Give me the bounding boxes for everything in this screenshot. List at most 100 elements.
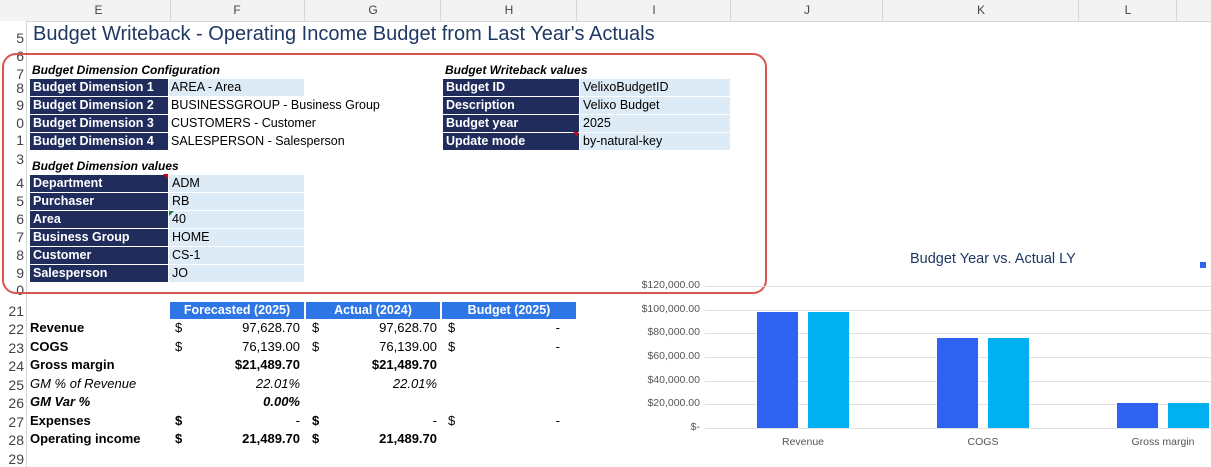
table-currency[interactable]: $ (175, 320, 183, 335)
dim-config-heading[interactable]: Budget Dimension Configuration (32, 63, 220, 77)
row-header[interactable]: 27 (8, 414, 24, 430)
dim-config-label[interactable]: Budget Dimension 3 (30, 115, 168, 132)
chart-bar[interactable] (937, 337, 978, 428)
row-header[interactable]: 6 (16, 48, 24, 64)
dim-value-label[interactable]: Business Group (30, 229, 168, 246)
dim-value-input[interactable]: HOME (169, 229, 304, 246)
dim-config-value[interactable]: BUSINESSGROUP - Business Group (171, 98, 380, 112)
table-currency[interactable]: $ (448, 320, 456, 335)
row-header[interactable]: 26 (8, 395, 24, 411)
chart-bar[interactable] (1117, 402, 1158, 428)
row-header[interactable]: 9 (16, 265, 24, 281)
dim-value-input[interactable]: RB (169, 193, 304, 210)
row-header[interactable]: 25 (8, 377, 24, 393)
writeback-value[interactable]: 2025 (580, 115, 730, 132)
row-header[interactable]: 9 (16, 97, 24, 113)
writeback-heading[interactable]: Budget Writeback values (445, 63, 588, 77)
sheet-title[interactable]: Budget Writeback - Operating Income Budg… (33, 23, 655, 45)
column-header-I[interactable]: I (578, 0, 731, 21)
table-currency[interactable]: $ (175, 431, 183, 446)
dim-config-label[interactable]: Budget Dimension 4 (30, 133, 168, 150)
dim-config-value[interactable]: AREA - Area (169, 79, 304, 96)
table-row-label[interactable]: COGS (30, 339, 69, 354)
dim-value-label[interactable]: Purchaser (30, 193, 168, 210)
table-cell[interactable]: 76,139.00 (242, 339, 300, 354)
dim-value-input[interactable]: 40 (169, 211, 304, 228)
table-cell[interactable]: $21,489.70 (371, 357, 437, 372)
row-header[interactable]: 0 (16, 282, 24, 298)
chart-bar[interactable] (808, 312, 849, 428)
table-cell[interactable]: - (555, 413, 560, 428)
row-header[interactable]: 5 (16, 193, 24, 209)
dim-config-value[interactable]: CUSTOMERS - Customer (171, 116, 316, 130)
table-currency[interactable]: $ (175, 339, 183, 354)
table-cell[interactable]: 97,628.70 (242, 320, 300, 335)
column-header-K[interactable]: K (884, 0, 1079, 21)
dim-value-input[interactable]: ADM (169, 175, 304, 192)
column-header-L[interactable]: L (1080, 0, 1177, 21)
row-header[interactable]: 0 (16, 115, 24, 131)
row-header[interactable]: 28 (8, 432, 24, 448)
row-header[interactable]: 21 (8, 303, 24, 319)
chart-title[interactable]: Budget Year vs. Actual LY (910, 251, 1076, 267)
dim-value-label[interactable]: Department (30, 175, 168, 192)
writeback-value[interactable]: Velixo Budget (580, 97, 730, 114)
table-currency[interactable]: $ (312, 339, 320, 354)
column-header-E[interactable]: E (27, 0, 171, 21)
table-row-label[interactable]: Expenses (30, 413, 91, 428)
writeback-label[interactable]: Description (443, 97, 579, 114)
table-cell[interactable]: 22.01% (255, 376, 300, 391)
row-header[interactable]: 7 (16, 66, 24, 82)
row-header[interactable]: 24 (8, 358, 24, 374)
table-cell[interactable]: 76,139.00 (379, 339, 437, 354)
row-header[interactable]: 7 (16, 229, 24, 245)
dim-values-heading[interactable]: Budget Dimension values (32, 159, 179, 173)
table-header[interactable]: Forecasted (2025) (170, 302, 304, 319)
column-header-G[interactable]: G (306, 0, 441, 21)
row-header[interactable]: 22 (8, 321, 24, 337)
dim-config-label[interactable]: Budget Dimension 2 (30, 97, 168, 114)
row-header[interactable]: 1 (16, 132, 24, 148)
dim-value-input[interactable]: CS-1 (169, 247, 304, 264)
table-row-label[interactable]: GM Var % (30, 394, 91, 409)
writeback-value[interactable]: by-natural-key (580, 133, 730, 150)
table-cell[interactable]: - (555, 339, 560, 354)
dim-value-label[interactable]: Salesperson (30, 265, 168, 282)
row-header[interactable]: 29 (8, 451, 24, 467)
table-header[interactable]: Budget (2025) (442, 302, 576, 319)
table-cell[interactable]: 21,489.70 (379, 431, 437, 446)
table-cell[interactable]: - (295, 413, 300, 428)
dim-value-input[interactable]: JO (169, 265, 304, 282)
row-header[interactable]: 8 (16, 247, 24, 263)
row-header[interactable]: 3 (16, 151, 24, 167)
table-currency[interactable]: $ (448, 413, 456, 428)
writeback-label[interactable]: Budget ID (443, 79, 579, 96)
table-cell[interactable]: $21,489.70 (234, 357, 300, 372)
row-header[interactable]: 6 (16, 211, 24, 227)
table-row-label[interactable]: Gross margin (30, 357, 115, 372)
row-header[interactable]: 8 (16, 80, 24, 96)
row-header[interactable]: 5 (16, 30, 24, 46)
dim-config-value[interactable]: SALESPERSON - Salesperson (171, 134, 345, 148)
row-header[interactable]: 4 (16, 175, 24, 191)
writeback-value[interactable]: VelixoBudgetID (580, 79, 730, 96)
table-row-label[interactable]: GM % of Revenue (30, 376, 137, 391)
row-header[interactable]: 23 (8, 340, 24, 356)
dim-value-label[interactable]: Customer (30, 247, 168, 264)
table-currency[interactable]: $ (312, 320, 320, 335)
column-header-F[interactable]: F (170, 0, 305, 21)
table-row-label[interactable]: Operating income (30, 431, 141, 446)
table-currency[interactable]: $ (312, 431, 320, 446)
table-header[interactable]: Actual (2024) (306, 302, 440, 319)
column-header-J[interactable]: J (732, 0, 883, 21)
table-currency[interactable]: $ (448, 339, 456, 354)
table-cell[interactable]: 21,489.70 (242, 431, 300, 446)
column-header-H[interactable]: H (442, 0, 577, 21)
table-cell[interactable]: 0.00% (263, 394, 300, 409)
chart-bar[interactable] (1168, 402, 1209, 428)
writeback-label[interactable]: Budget year (443, 115, 579, 132)
table-cell[interactable]: - (432, 413, 437, 428)
chart-bar[interactable] (757, 312, 798, 428)
column-header-next[interactable] (1178, 0, 1211, 21)
table-row-label[interactable]: Revenue (30, 320, 85, 335)
